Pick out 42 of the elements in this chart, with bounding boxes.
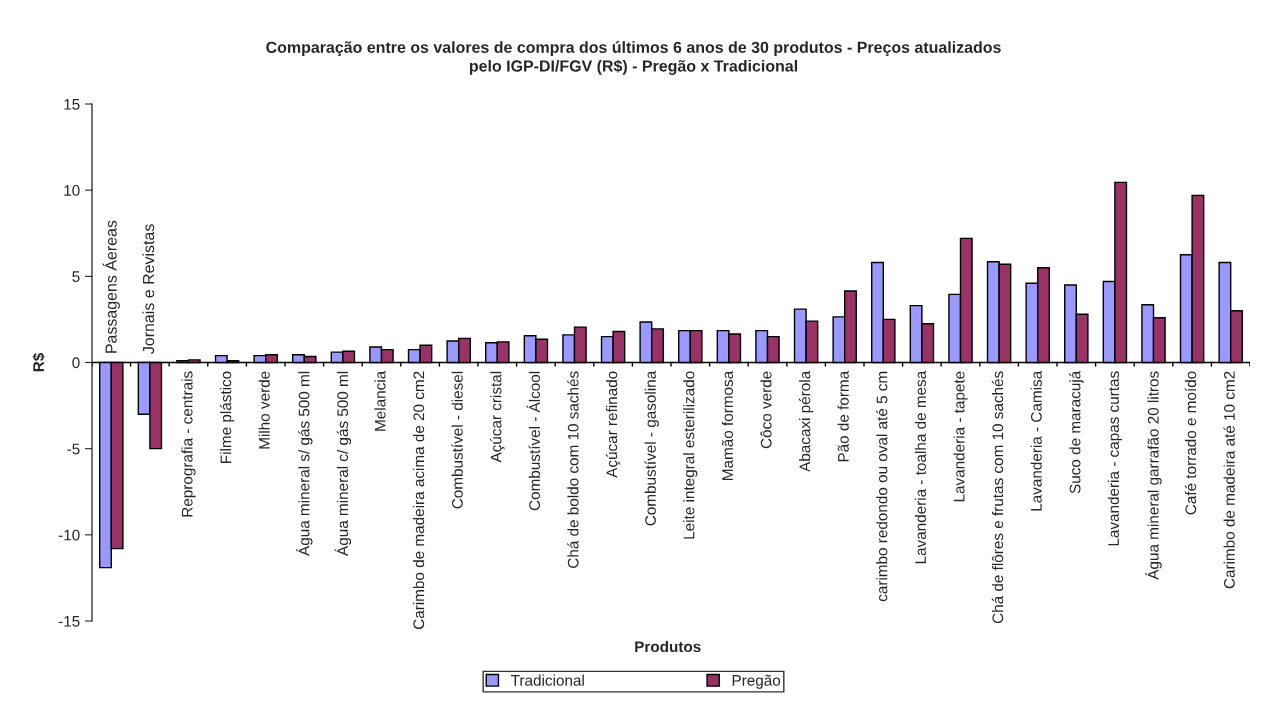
x-tick-label: Jornais e Revistas [142,224,155,354]
y-tick-label: 0 [72,357,80,369]
x-axis-title: Produtos [635,640,701,653]
y-tick-label: 5 [72,271,80,283]
x-tick-label: Lavanderia - toalha de mesa [914,370,926,564]
x-tick-label: Lavanderia - capas curtas [1107,371,1123,546]
x-tick-label: Café torrado e moído [1184,371,1197,515]
x-tick-label: Água mineral c/ gás 500 ml [334,371,352,556]
y-tick-label: 15 [64,99,80,110]
x-tick-label: Pão de forma [837,370,849,462]
x-tick-label: Combustível - gasolina [644,370,659,526]
x-tick-label: Filme plástico [219,371,235,463]
x-tick-label: Açúcar refinado [605,371,621,478]
x-tick-label: Açúcar cristal [490,371,505,463]
x-tick-label: Água mineral s/ gás 500 ml [296,371,313,556]
chart-title: Comparação entre os valores de compra dos últimos 6 anos de 30 produtos - Preços atualizados pelo IGP-DI/FGV (R$) - Pregão x Tradicional [266,41,1001,75]
x-tick-label: Chá de boldo com 10 sachés [567,371,579,568]
x-tick-label: Lavanderia - tapete [953,371,968,502]
legend-label: Pregão [732,674,781,689]
x-tick-label: Milho verde [258,371,270,449]
x-tick-label: Chá de flôres e frutas com 10 sachés [991,371,1004,624]
y-axis-title: R$ [32,352,45,372]
x-tick-label: Combustível - diesel [451,371,463,509]
x-tick-label: Abacaxi pérola [798,370,814,472]
x-tick-label: Leite integral esterilizado [683,371,698,539]
x-tick-label: Passagens Áereas [102,220,120,353]
x-tick-label: Carimbo de madeira acima de 20 cm2 [412,371,425,630]
x-tick-label: Suco de maracujá [1069,370,1084,494]
x-tick-label: Lavanderia - Camisa [1030,370,1042,511]
x-tick-label: Mamão formosa [721,370,733,480]
legend-label: Tradicional [511,674,584,686]
x-tick-label: Côco verde [760,371,772,449]
y-tick-label: -15 [58,616,80,627]
x-tick-label: Reprografia - centrais [181,371,196,517]
y-tick-label: -10 [58,529,80,541]
x-tick-label: carimbo redondo ou oval até 5 cm [876,371,888,602]
x-tick-label: Combustível - Álcool [526,371,540,511]
x-tick-label: Carimbo de madeira até 10 cm2 [1223,371,1235,589]
x-tick-label: Melancia [374,370,386,431]
x-tick-label: Água mineral garrafão 20 litros [1145,371,1162,580]
y-tick-label: -5 [67,443,80,455]
y-tick-label: 10 [64,185,80,196]
